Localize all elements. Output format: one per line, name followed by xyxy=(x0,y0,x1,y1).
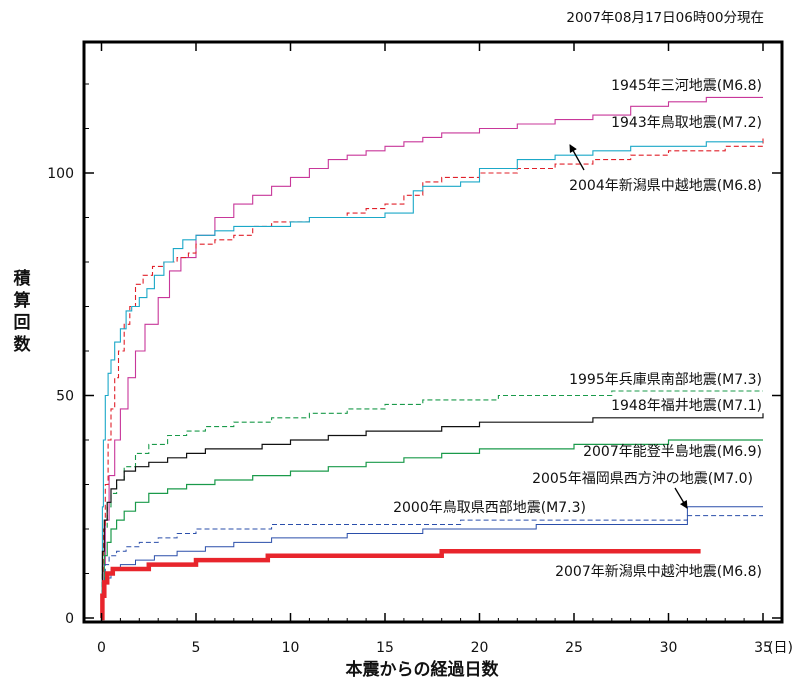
x-tick-label: 15 xyxy=(376,640,394,656)
pointer-2005 xyxy=(674,487,688,509)
x-tick-label: 0 xyxy=(97,640,106,656)
series-label-2: 1943年鳥取地震(M7.2) xyxy=(611,115,762,131)
x-tick-label: 30 xyxy=(660,640,678,656)
y-axis-label-char: 数 xyxy=(14,334,32,355)
series-line-5 xyxy=(101,413,764,619)
y-tick-label: 50 xyxy=(56,389,74,405)
x-axis-unit: (日) xyxy=(768,640,793,656)
axes-layer: 0 5 10 15 20 25 30 35 0 50 100 xyxy=(47,40,784,656)
series-line-6 xyxy=(101,439,763,619)
x-tick-label: 20 xyxy=(471,640,489,656)
series-label-9: 2007年新潟県中越沖地震(M6.8) xyxy=(555,564,762,580)
x-tick-label: 35 xyxy=(754,640,772,656)
x-tick-label: 5 xyxy=(192,640,201,656)
y-tick-label: 0 xyxy=(65,611,74,627)
y-axis-label: 積算回数 xyxy=(13,268,32,355)
series-line-4 xyxy=(101,390,763,619)
y-axis-label-char: 積 xyxy=(14,268,32,289)
x-tick-label: 10 xyxy=(282,640,300,656)
series-layer xyxy=(100,96,764,621)
y-axis-label-char: 算 xyxy=(13,290,31,311)
series-line-8 xyxy=(101,506,763,619)
series-label-7: 2000年鳥取県西部地震(M7.3) xyxy=(393,500,586,516)
series-line-9 xyxy=(100,549,701,621)
chart-timestamp: 2007年08月17日06時00分現在 xyxy=(566,10,764,26)
y-tick-label: 100 xyxy=(47,166,74,182)
series-line-3 xyxy=(101,141,763,619)
series-label-4: 1995年兵庫県南部地震(M7.3) xyxy=(569,371,762,388)
series-label-3: 2004年新潟県中越地震(M6.8) xyxy=(569,178,762,194)
series-label-1: 1945年三河地震(M6.8) xyxy=(611,78,762,94)
annotation-layer: 1945年三河地震(M6.8) 1943年鳥取地震(M7.2) 2004年新潟県中越… xyxy=(393,78,762,580)
series-label-6: 2007年能登半島地震(M6.9) xyxy=(583,444,762,460)
x-tick-label: 25 xyxy=(565,640,583,656)
series-label-5: 1948年福井地震(M7.1) xyxy=(611,398,762,414)
y-axis-label-char: 回 xyxy=(14,313,31,333)
series-label-8: 2005年福岡県西方沖の地震(M7.0) xyxy=(532,471,753,487)
series-line-7 xyxy=(101,515,763,619)
series-line-1 xyxy=(101,96,763,619)
pointer-2004 xyxy=(569,144,585,171)
plot-frame xyxy=(82,40,784,624)
x-axis-label: 本震からの経過日数 xyxy=(346,659,500,680)
